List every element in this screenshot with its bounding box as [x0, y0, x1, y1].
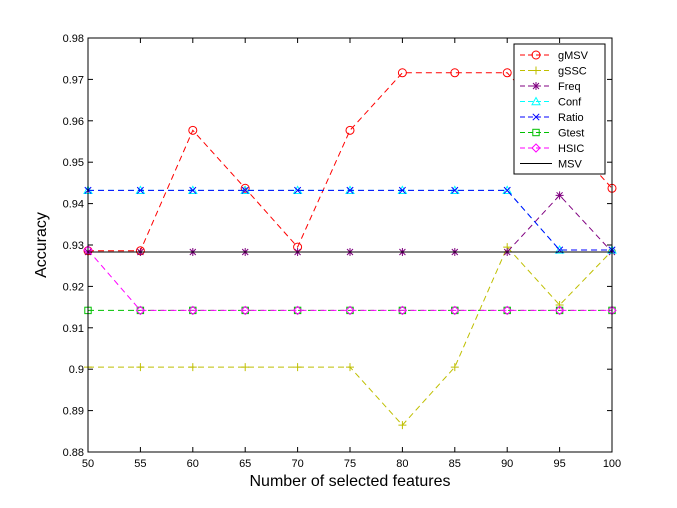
data-point [532, 128, 540, 137]
data-point [241, 363, 250, 372]
data-point [188, 305, 198, 316]
y-tick-label: 0.94 [63, 199, 84, 211]
legend-label: HSIC [558, 143, 584, 155]
data-point [397, 305, 408, 316]
legend-label: MSV [558, 159, 583, 171]
data-point [450, 363, 459, 372]
data-point [532, 82, 540, 90]
legend: gMSV gSSC Freq Conf Ratio Gtest HSIC MSV [513, 43, 606, 175]
y-axis-label: Accuracy [33, 212, 50, 278]
x-tick-label: 50 [82, 458, 94, 470]
data-point [398, 186, 406, 194]
y-tick-label: 0.91 [63, 323, 84, 335]
x-tick-label: 65 [239, 458, 251, 470]
data-point [531, 50, 541, 60]
data-point [346, 186, 354, 194]
y-tick-label: 0.95 [63, 157, 84, 169]
x-tick-label: 90 [501, 458, 513, 470]
data-point [240, 183, 250, 193]
data-point [503, 186, 511, 194]
data-point [531, 96, 541, 106]
legend-item: Gtest [520, 128, 584, 140]
data-point [294, 186, 302, 194]
legend-item: Conf [520, 96, 582, 109]
data-point [555, 191, 564, 200]
x-tick-label: 55 [134, 458, 146, 470]
data-point [532, 66, 540, 75]
data-point [241, 186, 249, 194]
y-tick-label: 0.9 [69, 364, 84, 376]
legend-label: gMSV [558, 50, 589, 62]
x-tick-label: 70 [291, 458, 303, 470]
data-point [292, 305, 303, 316]
data-point [451, 186, 459, 194]
legend-box [513, 43, 606, 175]
series-hsic [83, 245, 617, 316]
x-tick-label: 60 [187, 458, 199, 470]
series-layer [83, 68, 617, 430]
legend-item: MSV [520, 159, 583, 171]
legend-item: Freq [520, 81, 581, 93]
data-point [502, 305, 512, 316]
data-point [450, 305, 460, 316]
legend-item: HSIC [520, 143, 584, 155]
legend-label: gSSC [558, 66, 587, 78]
y-tick-label: 0.89 [63, 406, 84, 418]
series-line [87, 249, 612, 311]
data-point [346, 363, 354, 372]
data-point [135, 305, 146, 316]
data-point [502, 68, 512, 78]
data-point [532, 113, 540, 121]
x-tick-label: 100 [603, 458, 621, 470]
y-tick-label: 0.92 [63, 281, 84, 293]
legend-item: Ratio [520, 112, 584, 124]
data-point [240, 305, 250, 316]
x-tick-label: 95 [553, 458, 565, 470]
tick-layer: 50 55 60 65 70 75 80 85 90 95 100 0.88 0.89 0.9 0.91 0.… [63, 33, 622, 470]
y-tick-label: 0.97 [63, 74, 84, 86]
data-point [188, 363, 197, 372]
x-axis-label: Number of selected features [250, 473, 451, 490]
data-point [531, 143, 541, 153]
legend-label: Freq [558, 81, 581, 93]
x-tick-label: 75 [344, 458, 356, 470]
series-line [88, 72, 613, 252]
legend-label: Conf [558, 97, 582, 109]
legend-item: gSSC [520, 66, 587, 78]
data-point [450, 68, 460, 78]
legend-label: Gtest [558, 128, 584, 140]
data-point [293, 363, 302, 372]
data-point [188, 125, 198, 135]
legend-label: Ratio [558, 112, 584, 124]
x-tick-label: 85 [449, 458, 461, 470]
data-point [136, 363, 145, 372]
x-tick-label: 80 [396, 458, 408, 470]
legend-item: gMSV [520, 50, 589, 62]
y-tick-label: 0.96 [63, 116, 84, 128]
series-ratio [84, 186, 616, 254]
data-point [397, 68, 407, 78]
data-point [398, 421, 407, 430]
y-tick-label: 0.93 [63, 240, 84, 252]
y-tick-label: 0.98 [63, 33, 84, 45]
y-tick-label: 0.88 [63, 447, 84, 459]
data-point [345, 305, 355, 316]
data-point [554, 305, 565, 316]
data-point [345, 125, 355, 135]
data-point [189, 186, 197, 194]
data-point [502, 185, 513, 195]
data-point [136, 186, 144, 194]
